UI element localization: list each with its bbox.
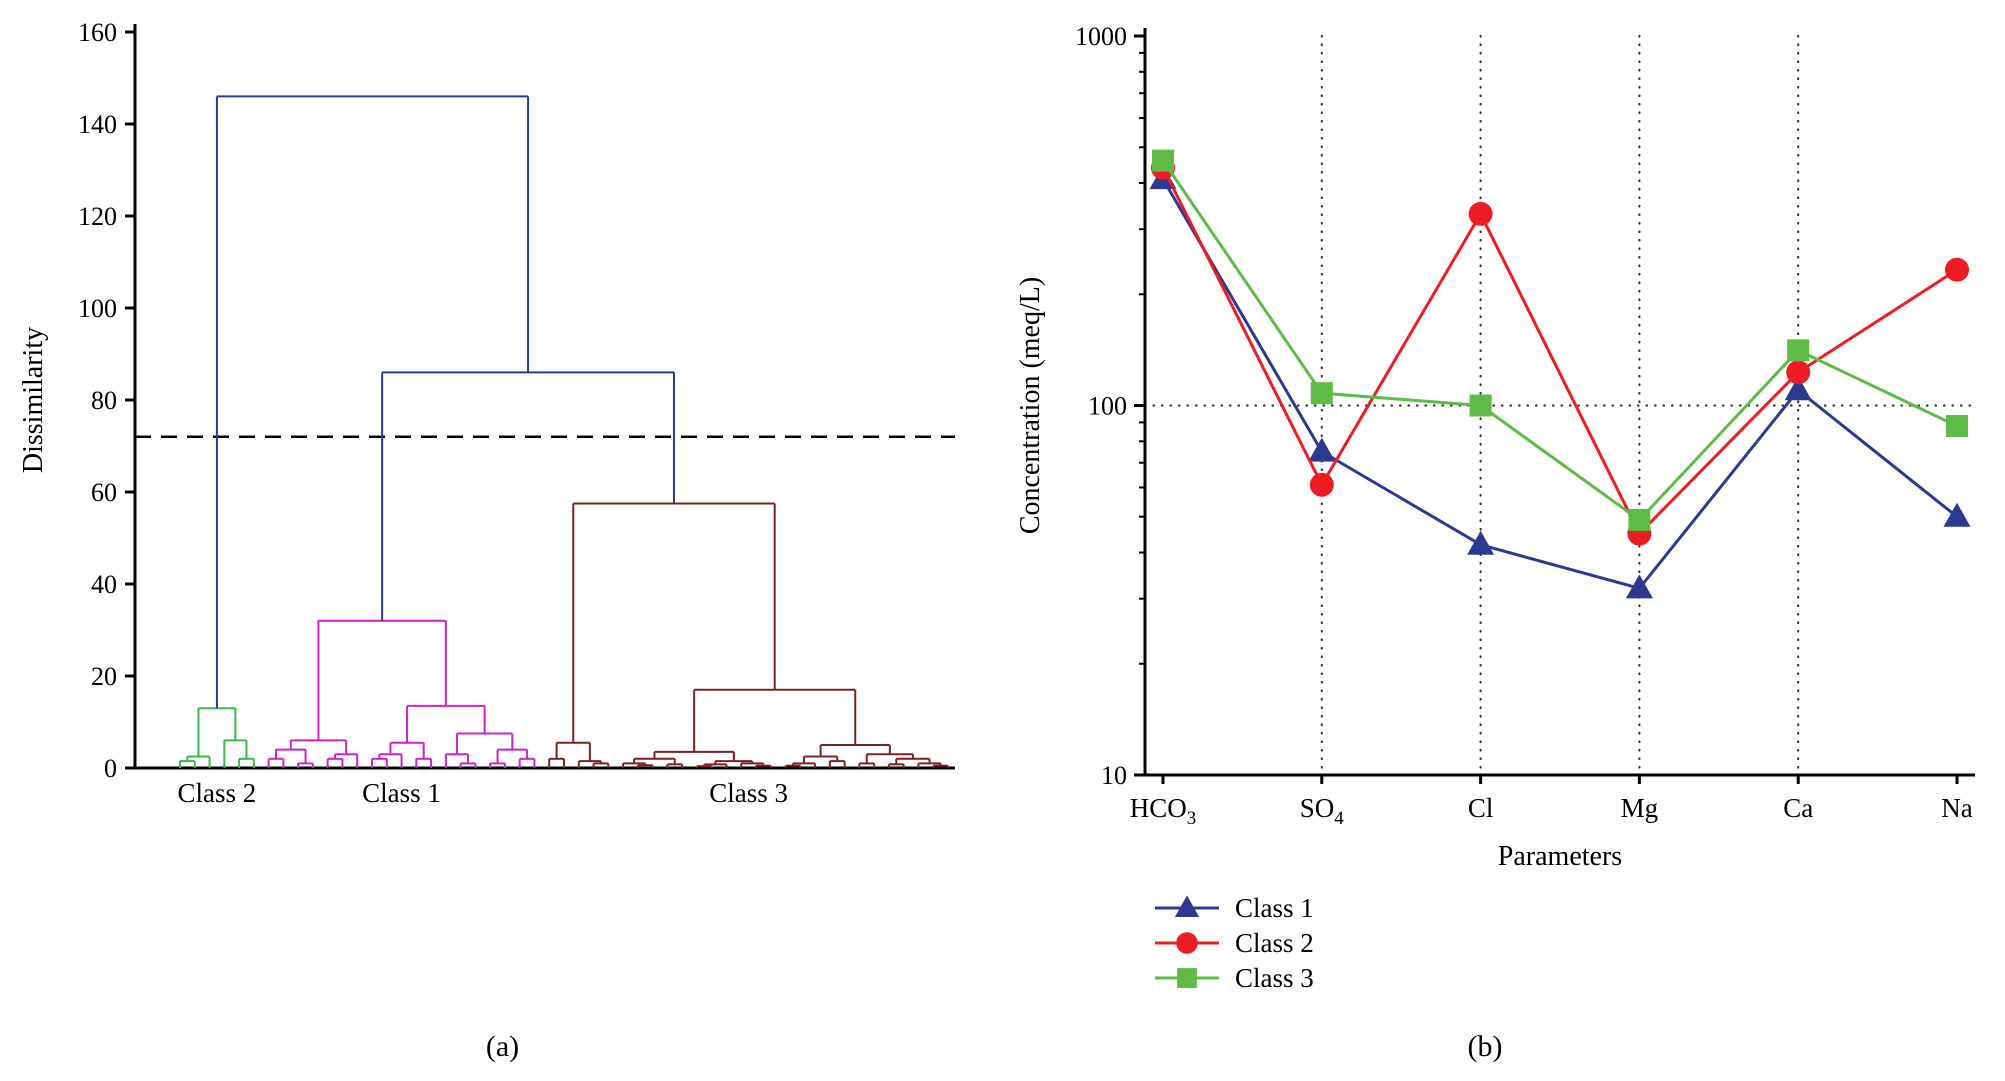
square-marker — [1152, 149, 1174, 172]
legend: Class 1 Class 2 Class 3 — [1155, 893, 1314, 993]
legend-label: Class 3 — [1235, 963, 1314, 993]
circle-marker — [1468, 201, 1493, 226]
x-axis-label: Parameters — [1498, 841, 1622, 872]
cluster-label: Class 2 — [178, 778, 257, 808]
series-class-3 — [1152, 149, 1968, 531]
gridlines — [1143, 34, 1977, 777]
profile-chart: 10 100 1000 HCO3 SO4 Cl Mg Ca Na Parameters Concen… — [1015, 22, 1977, 993]
x-tick-label: Na — [1941, 793, 1972, 823]
x-tick-label: SO4 — [1300, 793, 1345, 829]
triangle-marker — [1784, 376, 1812, 401]
triangle-marker — [1308, 437, 1336, 462]
triangle-marker — [1174, 895, 1200, 917]
y-tick-label: 140 — [78, 110, 117, 139]
dendrogram-tree — [179, 95, 949, 768]
y-tick-label: 10 — [1101, 761, 1127, 790]
series-line — [1161, 167, 1958, 537]
x-tick-label: HCO3 — [1130, 793, 1197, 829]
triangle-marker — [1467, 530, 1495, 555]
dendrogram-chart: 0 20 40 60 80 100 120 140 160 Dissimilarity Class … — [18, 18, 955, 808]
y-tick-label: 100 — [78, 294, 117, 323]
y-tick-label: 100 — [1088, 392, 1127, 421]
x-tick-label: Mg — [1621, 793, 1659, 823]
cluster-label: Class 1 — [362, 778, 441, 808]
y-tick-label: 40 — [91, 570, 117, 599]
square-marker — [1787, 339, 1810, 362]
dendrogram-axes: 0 20 40 60 80 100 120 140 160 Dissimilarity — [18, 18, 955, 783]
y-tick-label: 1000 — [1075, 22, 1127, 51]
circle-marker — [1309, 472, 1334, 497]
triangle-marker — [1625, 574, 1653, 599]
y-tick-label: 60 — [91, 478, 117, 507]
series-class-2 — [1151, 155, 1969, 546]
profile-y-axis-label: Concentration (meq/L) — [1015, 277, 1046, 534]
caption-a: (a) — [485, 1030, 520, 1063]
x-tick-label: Ca — [1783, 793, 1813, 823]
dendrogram-y-axis-label: Dissimilarity — [18, 327, 49, 473]
series-line — [1161, 159, 1958, 522]
axis-spines — [1143, 28, 1975, 777]
y-tick-label: 0 — [104, 754, 117, 783]
y-tick-label: 120 — [78, 202, 117, 231]
y-tick-label: 20 — [91, 662, 117, 691]
cluster-label: Class 3 — [709, 778, 788, 808]
square-marker — [1469, 394, 1492, 417]
y-tick-label: 80 — [91, 386, 117, 415]
square-marker — [1628, 508, 1651, 531]
axis-spines — [133, 24, 955, 770]
circle-marker — [1945, 257, 1969, 282]
square-marker — [1310, 382, 1333, 405]
caption-b: (b) — [1467, 1030, 1503, 1063]
series-line — [1161, 178, 1958, 591]
square-marker — [1177, 968, 1197, 988]
triangle-marker — [1943, 502, 1971, 527]
series-class-1 — [1149, 165, 1971, 599]
profile-axes: 10 100 1000 HCO3 SO4 Cl Mg Ca Na Parameters Concen… — [1015, 22, 1975, 872]
legend-label: Class 1 — [1235, 893, 1314, 923]
legend-label: Class 2 — [1235, 928, 1314, 958]
y-tick-label: 160 — [78, 18, 117, 47]
circle-marker — [1176, 932, 1198, 954]
circle-marker — [1786, 360, 1811, 385]
x-tick-label: Cl — [1468, 793, 1494, 823]
square-marker — [1946, 415, 1968, 438]
